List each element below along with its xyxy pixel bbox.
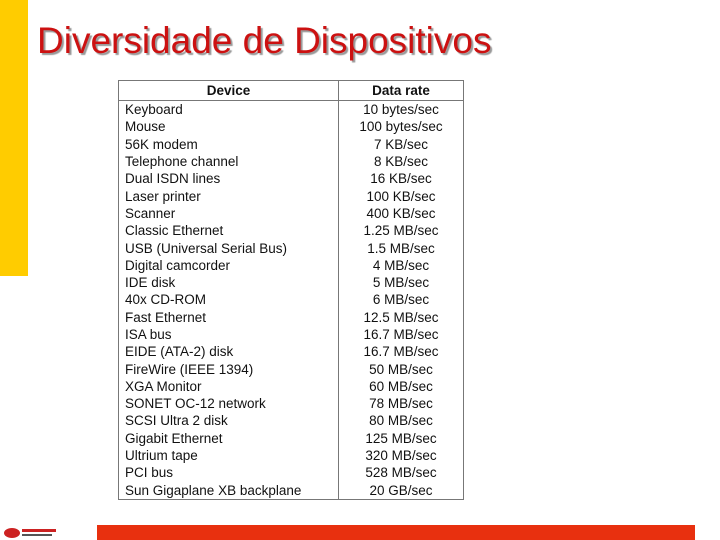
table-row: Ultrium tape 320 MB/sec (118, 446, 464, 465)
data-rate-cell: 50 MB/sec (338, 360, 464, 378)
bottom-red-bar (97, 525, 695, 540)
table-row: USB (Universal Serial Bus) 1.5 MB/sec (118, 239, 464, 257)
table-row: Digital camcorder 4 MB/sec (118, 256, 464, 274)
column-header: Data rate (338, 80, 464, 101)
logo-shape (4, 528, 20, 538)
device-cell: 56K modem (118, 135, 339, 153)
device-cell: XGA Monitor (118, 377, 339, 396)
table-row: ISA bus 16.7 MB/sec (118, 325, 464, 344)
table-row: Fast Ethernet 12.5 MB/sec (118, 308, 464, 326)
device-cell: Dual ISDN lines (118, 170, 339, 188)
table-row: Classic Ethernet 1.25 MB/sec (118, 222, 464, 240)
logo-shape (22, 534, 52, 536)
data-rate-cell: 16 KB/sec (338, 170, 464, 188)
column-header: Device (118, 80, 339, 101)
table-row: XGA Monitor 60 MB/sec (118, 377, 464, 396)
device-cell: EIDE (ATA-2) disk (118, 343, 339, 361)
device-cell: Scanner (118, 204, 339, 223)
device-cell: Classic Ethernet (118, 222, 339, 240)
table-row: Scanner 400 KB/sec (118, 204, 464, 223)
device-cell: Keyboard (118, 100, 339, 119)
device-cell: ISA bus (118, 325, 339, 344)
device-cell: Telephone channel (118, 152, 339, 171)
device-table: Device Data rate Keyboard 10 bytes/sec Mous… (118, 80, 464, 500)
data-rate-cell: 60 MB/sec (338, 377, 464, 396)
table-row: Gigabit Ethernet 125 MB/sec (118, 429, 464, 447)
table-row: 56K modem 7 KB/sec (118, 135, 464, 153)
device-cell: SONET OC-12 network (118, 395, 339, 413)
table-row: 40x CD-ROM 6 MB/sec (118, 291, 464, 309)
logo (4, 528, 56, 538)
table-row: Keyboard 10 bytes/sec (118, 100, 464, 119)
table-row: Telephone channel 8 KB/sec (118, 152, 464, 171)
logo-shape (22, 529, 56, 532)
device-cell: PCI bus (118, 464, 339, 482)
slide-title: Diversidade de Dispositivos (37, 20, 492, 61)
device-cell: USB (Universal Serial Bus) (118, 239, 339, 257)
device-cell: Gigabit Ethernet (118, 429, 339, 447)
device-cell: Digital camcorder (118, 256, 339, 274)
data-rate-cell: 16.7 MB/sec (338, 343, 464, 361)
data-rate-cell: 100 KB/sec (338, 187, 464, 205)
data-rate-cell: 10 bytes/sec (338, 100, 464, 119)
data-rate-cell: 400 KB/sec (338, 204, 464, 223)
data-rate-cell: 1.25 MB/sec (338, 222, 464, 240)
data-rate-cell: 100 bytes/sec (338, 118, 464, 136)
data-rate-cell: 6 MB/sec (338, 291, 464, 309)
data-rate-cell: 16.7 MB/sec (338, 325, 464, 344)
device-cell: Mouse (118, 118, 339, 136)
table-header-row: Device Data rate (118, 80, 464, 101)
device-cell: FireWire (IEEE 1394) (118, 360, 339, 378)
device-cell: Ultrium tape (118, 446, 339, 465)
table-row: IDE disk 5 MB/sec (118, 273, 464, 292)
table-row: Dual ISDN lines 16 KB/sec (118, 170, 464, 188)
data-rate-cell: 12.5 MB/sec (338, 308, 464, 326)
device-cell: 40x CD-ROM (118, 291, 339, 309)
data-rate-cell: 80 MB/sec (338, 412, 464, 430)
data-rate-cell: 125 MB/sec (338, 429, 464, 447)
data-rate-cell: 4 MB/sec (338, 256, 464, 274)
device-cell: Fast Ethernet (118, 308, 339, 326)
table-row: Mouse 100 bytes/sec (118, 118, 464, 136)
table-row: SCSI Ultra 2 disk 80 MB/sec (118, 412, 464, 430)
data-rate-cell: 78 MB/sec (338, 395, 464, 413)
table-row: FireWire (IEEE 1394) 50 MB/sec (118, 360, 464, 378)
table-body: Keyboard 10 bytes/sec Mouse 100 bytes/sec 56… (118, 100, 464, 500)
table-row: EIDE (ATA-2) disk 16.7 MB/sec (118, 343, 464, 361)
device-cell: IDE disk (118, 273, 339, 292)
table-row: SONET OC-12 network 78 MB/sec (118, 395, 464, 413)
data-rate-cell: 5 MB/sec (338, 273, 464, 292)
data-rate-cell: 7 KB/sec (338, 135, 464, 153)
device-cell: Sun Gigaplane XB backplane (118, 481, 339, 500)
yellow-accent-bar (0, 0, 28, 276)
data-rate-cell: 20 GB/sec (338, 481, 464, 500)
table-row: Sun Gigaplane XB backplane 20 GB/sec (118, 481, 464, 500)
data-rate-cell: 320 MB/sec (338, 446, 464, 465)
table-row: PCI bus 528 MB/sec (118, 464, 464, 482)
table-row: Laser printer 100 KB/sec (118, 187, 464, 205)
device-cell: Laser printer (118, 187, 339, 205)
device-cell: SCSI Ultra 2 disk (118, 412, 339, 430)
data-rate-cell: 528 MB/sec (338, 464, 464, 482)
data-rate-cell: 8 KB/sec (338, 152, 464, 171)
data-rate-cell: 1.5 MB/sec (338, 239, 464, 257)
